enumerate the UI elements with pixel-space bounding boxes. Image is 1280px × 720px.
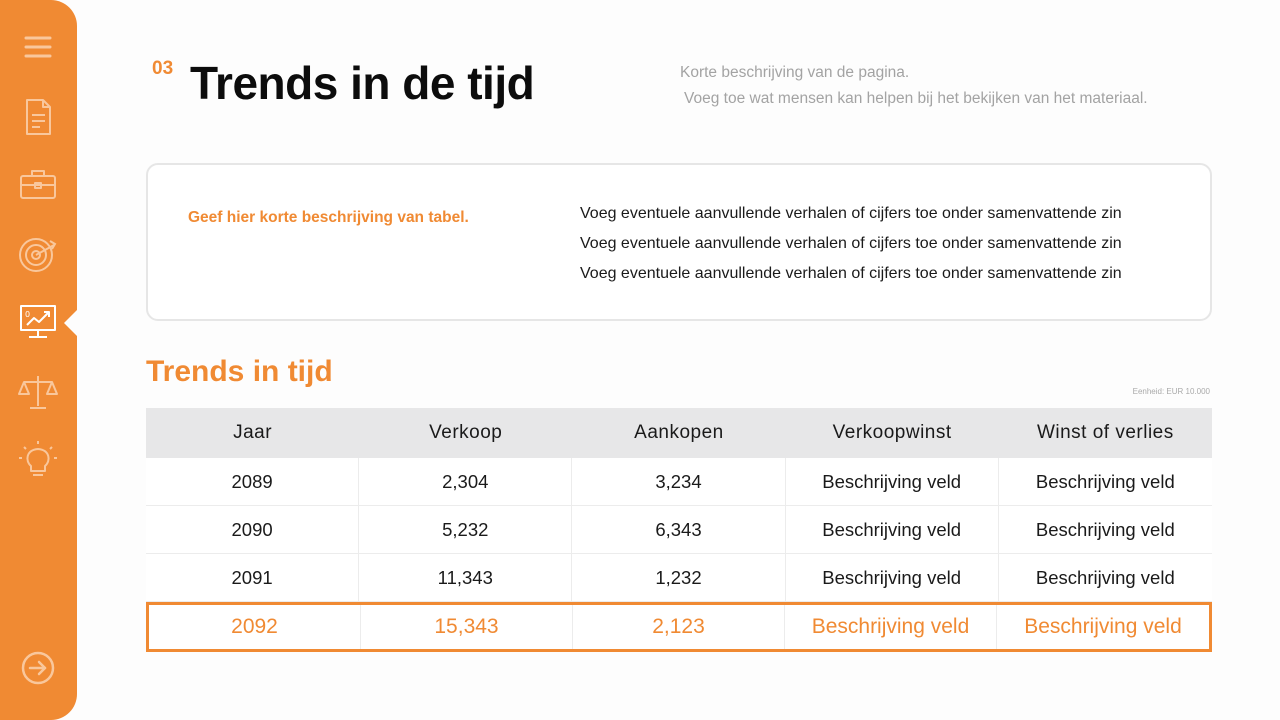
table-header-row: Jaar Verkoop Aankopen Verkoopwinst Winst… [146, 408, 1212, 458]
table-cell: Beschrijving veld [786, 458, 999, 505]
sidebar: 0 [0, 0, 77, 720]
page-description: Korte beschrijving van de pagina. Voeg t… [680, 60, 1148, 112]
table-cell: 2,304 [359, 458, 573, 505]
document-icon[interactable] [14, 93, 62, 141]
table-title: Trends in tijd [146, 355, 333, 388]
table-cell: Beschrijving veld [786, 506, 999, 553]
summary-card: Geef hier korte beschrijving van tabel. … [146, 163, 1212, 321]
table-cell: Beschrijving veld [786, 554, 999, 601]
table-cell: 2,123 [573, 605, 785, 649]
card-line: Voeg eventuele aanvullende verhalen of c… [580, 205, 1122, 222]
card-line: Voeg eventuele aanvullende verhalen of c… [580, 265, 1122, 282]
unit-label: Eenheid: EUR 10.000 [1132, 387, 1210, 396]
column-header: Verkoop [429, 422, 503, 443]
arrow-right-circle-icon[interactable] [14, 644, 62, 692]
table-row: 2090 5,232 6,343 Beschrijving veld Besch… [146, 506, 1212, 554]
svg-text:0: 0 [25, 310, 30, 319]
card-highlight: Geef hier korte beschrijving van tabel. [188, 209, 469, 226]
page-description-line: Korte beschrijving van de pagina. [680, 64, 910, 81]
table-cell: 3,234 [572, 458, 786, 505]
table-cell: Beschrijving veld [1035, 566, 1175, 588]
data-table: Jaar Verkoop Aankopen Verkoopwinst Winst… [146, 408, 1212, 652]
target-icon[interactable] [14, 229, 62, 277]
table-cell: 5,232 [359, 506, 573, 553]
table-row: 2089 2,304 3,234 Beschrijving veld Besch… [146, 458, 1212, 506]
table-cell: Beschrijving veld [785, 605, 997, 649]
table-cell: Beschrijving veld [1035, 470, 1175, 492]
table-cell: 1,232 [572, 554, 786, 601]
column-header: Winst of verlies [1036, 422, 1174, 443]
card-lines: Voeg eventuele aanvullende verhalen of c… [580, 199, 1122, 289]
menu-icon[interactable] [14, 23, 62, 71]
section-number: 03 [152, 58, 174, 79]
scale-icon[interactable] [14, 368, 62, 416]
briefcase-icon[interactable] [14, 161, 62, 209]
table-cell: 2091 [146, 554, 360, 601]
page-title: Trends in de tijd [190, 57, 535, 109]
table-cell: 6,343 [572, 506, 786, 553]
table-cell: 2092 [149, 605, 361, 649]
table-cell: Beschrijving veld [1035, 518, 1175, 540]
table-cell: 2090 [146, 506, 360, 553]
column-header: Verkoopwinst [832, 422, 952, 443]
table-cell: 15,343 [361, 605, 573, 649]
table-cell: 2089 [146, 458, 360, 505]
card-line: Voeg eventuele aanvullende verhalen of c… [580, 235, 1122, 252]
lightbulb-icon[interactable] [14, 436, 62, 484]
chart-monitor-icon[interactable]: 0 [14, 298, 62, 346]
table-cell: Beschrijving veld [1024, 615, 1182, 638]
column-header: Jaar [233, 422, 273, 443]
table-row: 2091 11,343 1,232 Beschrijving veld Besc… [146, 554, 1212, 602]
page-description-line: Voeg toe wat mensen kan helpen bij het b… [684, 90, 1148, 107]
column-header: Aankopen [634, 422, 724, 443]
table-cell: 11,343 [359, 554, 573, 601]
highlighted-table-row: 2092 15,343 2,123 Beschrijving veld Besc… [146, 602, 1212, 652]
active-indicator [64, 310, 77, 336]
